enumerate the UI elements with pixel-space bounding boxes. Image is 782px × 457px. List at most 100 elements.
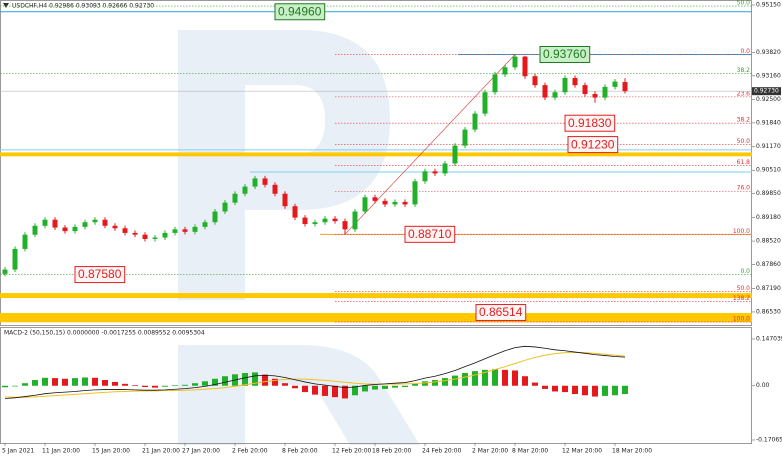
- price-label-box: [404, 225, 456, 243]
- candle-body: [312, 222, 318, 225]
- macd-histogram-bar: [62, 378, 68, 386]
- candle-body: [32, 225, 38, 235]
- x-tick-label: 2 Feb 20:00: [232, 448, 268, 455]
- candle-body: [62, 227, 68, 232]
- macd-histogram-bar: [162, 385, 168, 387]
- candle-body: [102, 219, 108, 226]
- macd-histogram-bar: [472, 371, 478, 386]
- candle-body: [412, 181, 418, 205]
- candle-body: [622, 82, 628, 92]
- candle-body: [542, 85, 548, 98]
- y-tick-label: 0.87860: [756, 261, 781, 268]
- macd-histogram-bar: [402, 385, 408, 388]
- candle-body: [372, 197, 378, 201]
- macd-histogram-bar: [172, 385, 178, 386]
- macd-histogram-bar: [102, 380, 108, 386]
- candle-body: [222, 202, 228, 212]
- zone: [0, 313, 752, 323]
- macd-histogram-bar: [272, 378, 278, 386]
- candle-body: [242, 186, 248, 194]
- candle-body: [452, 145, 458, 164]
- price-label-box: [274, 3, 326, 21]
- macd-histogram-bar: [142, 385, 148, 388]
- y-tick-label: 0.92500: [756, 96, 781, 103]
- candle-body: [512, 56, 518, 68]
- macd-histogram-bar: [342, 385, 348, 399]
- macd-histogram-bar: [542, 385, 548, 389]
- candle-body: [522, 56, 528, 77]
- candle-body: [192, 226, 198, 232]
- fib-label: 50.0: [737, 138, 751, 145]
- macd-histogram-bar: [12, 385, 18, 387]
- watermark-logo: [178, 30, 390, 300]
- fib-trend-line: [344, 54, 516, 235]
- price-label-box: [74, 266, 126, 284]
- x-tick-label: 18 Mar 20:00: [612, 448, 652, 455]
- fib-label: 0.0: [740, 268, 750, 275]
- current-price-label: 0.92730: [754, 88, 779, 95]
- macd-histogram-bar: [612, 385, 618, 396]
- candle-body: [502, 67, 508, 75]
- macd-histogram-bar: [122, 383, 128, 386]
- candle-body: [212, 211, 218, 223]
- x-tick-label: 21 Jan 20:00: [142, 448, 180, 455]
- macd-histogram-bar: [462, 373, 468, 386]
- candle-body: [272, 184, 278, 194]
- price-label-box: [564, 114, 616, 132]
- x-tick-label: 27 Jan 20:00: [182, 448, 220, 455]
- x-tick-label: 24 Feb 20:00: [422, 448, 462, 455]
- candle-body: [582, 85, 588, 95]
- candle-body: [592, 94, 598, 98]
- macd-y-tick-label: 0.147039: [756, 336, 782, 343]
- candle-body: [362, 197, 368, 212]
- price-label: 0.93760: [543, 47, 587, 61]
- candle-body: [532, 76, 538, 86]
- macd-histogram-bar: [572, 385, 578, 395]
- macd-header: MACD-2 (50,150,15) 0.0000000 -0.0017255 …: [4, 330, 205, 337]
- fib-label: 76.0: [737, 185, 751, 192]
- fib-label: 38.2: [737, 67, 751, 74]
- macd-y-tick-label: -0.170657: [756, 437, 782, 444]
- candle-body: [122, 228, 128, 233]
- candle-body: [22, 234, 28, 249]
- candle-body: [492, 74, 498, 93]
- candle-body: [82, 222, 88, 227]
- fib-label: 23.6: [737, 90, 751, 97]
- macd-histogram-bar: [422, 381, 428, 386]
- zone: [0, 152, 752, 157]
- macd-histogram-bar: [212, 378, 218, 386]
- macd-histogram-bar: [222, 376, 228, 386]
- macd-histogram-bar: [352, 385, 358, 396]
- price-label: 0.91830: [568, 116, 612, 130]
- symbol-header: USDCHF,H4 0.92986 0.93093 0.92666 0.9273…: [12, 3, 154, 10]
- candle-body: [402, 201, 408, 205]
- macd-histogram-bar: [332, 385, 338, 398]
- macd-panel-frame: [0, 327, 752, 444]
- macd-signal-line: [4, 351, 626, 398]
- candle-body: [132, 232, 138, 235]
- y-tick-label: 0.95150: [756, 1, 781, 8]
- price-label-box: [475, 304, 527, 322]
- candle-body: [472, 113, 478, 130]
- macd-histogram-bar: [42, 377, 48, 386]
- macd-histogram-bar: [282, 383, 288, 386]
- macd-histogram-bar: [362, 385, 368, 392]
- macd-histogram-bar: [92, 377, 98, 386]
- macd-histogram-bar: [582, 385, 588, 396]
- candle-body: [342, 221, 348, 230]
- macd-histogram-bar: [192, 383, 198, 386]
- y-tick-label: 0.87190: [756, 285, 781, 292]
- x-tick-label: 18 Feb 20:00: [372, 448, 412, 455]
- candle-body: [322, 218, 328, 223]
- price-label-box: [539, 45, 591, 63]
- y-tick-label: 0.86530: [756, 308, 781, 315]
- fib-label: 100.0: [733, 228, 750, 235]
- candle-body: [442, 163, 448, 174]
- macd-histogram-bar: [322, 385, 328, 396]
- fib-label: 138.2: [733, 295, 750, 302]
- fib-label: 61.8: [737, 159, 751, 166]
- price-label: 0.88710: [408, 227, 452, 241]
- candle-body: [302, 217, 308, 225]
